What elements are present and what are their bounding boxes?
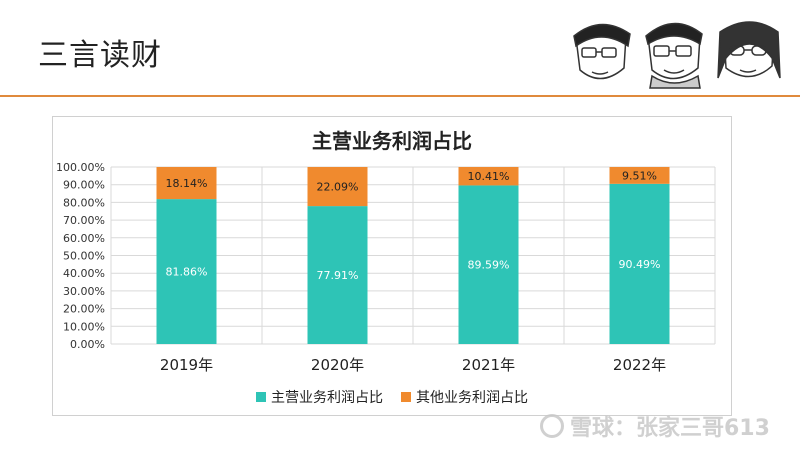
x-tick-label: 2022年 — [613, 356, 666, 374]
bar-main — [156, 199, 217, 344]
legend-label-other: 其他业务利润占比 — [416, 390, 528, 406]
y-tick-label: 60.00% — [63, 232, 105, 245]
bar-other — [458, 167, 519, 186]
y-tick-label: 0.00% — [70, 338, 105, 351]
bar-other — [307, 167, 368, 207]
bar-main — [458, 185, 519, 344]
bar-other — [609, 167, 670, 184]
xueqiu-logo-icon — [540, 414, 564, 438]
y-tick-label: 40.00% — [63, 267, 105, 280]
chart-title: 主营业务利润占比 — [312, 129, 472, 153]
data-label: 77.91% — [317, 269, 359, 282]
legend-swatch-other — [401, 392, 411, 402]
data-label: 9.51% — [622, 169, 657, 182]
y-tick-label: 10.00% — [63, 320, 105, 333]
watermark-text: 雪球：张家三哥613 — [570, 416, 770, 441]
stacked-bar-chart: 0.00% 10.00% 20.00% 30.00% 40.00% 50.00% 60.00… — [56, 161, 716, 374]
legend-item-other: 其他业务利润占比 — [401, 387, 528, 407]
cartoon-faces-illustration — [573, 21, 781, 89]
x-tick-label: 2019年 — [160, 356, 213, 374]
bar-main — [307, 206, 368, 344]
bar-other — [156, 167, 217, 200]
x-tick-label: 2020年 — [311, 356, 364, 374]
chart-legend: 主营业务利润占比 其他业务利润占比 — [53, 387, 731, 407]
legend-item-main: 主营业务利润占比 — [256, 387, 383, 407]
y-tick-label: 100.00% — [56, 161, 105, 174]
watermark: 雪球：张家三哥613 — [540, 410, 770, 442]
y-tick-label: 50.00% — [63, 250, 105, 263]
legend-swatch-main — [256, 392, 266, 402]
y-tick-label: 20.00% — [63, 303, 105, 316]
data-label: 10.41% — [468, 170, 510, 183]
legend-label-main: 主营业务利润占比 — [271, 390, 383, 406]
y-tick-label: 30.00% — [63, 285, 105, 298]
data-label: 18.14% — [166, 177, 208, 190]
page-title: 三言读财 — [38, 38, 162, 73]
x-tick-label: 2021年 — [462, 356, 515, 374]
data-label: 90.49% — [619, 258, 661, 271]
header-divider — [0, 95, 800, 97]
y-tick-label: 80.00% — [63, 196, 105, 209]
data-label: 22.09% — [317, 181, 359, 194]
bar-main — [609, 183, 670, 344]
data-label: 89.59% — [468, 259, 510, 272]
y-tick-label: 90.00% — [63, 179, 105, 192]
chart-container: 主营业务利润占比 0.00% 10.00% 20.00% 30.00% 40.00% 50… — [52, 116, 732, 416]
y-tick-label: 70.00% — [63, 214, 105, 227]
data-label: 81.86% — [166, 266, 208, 279]
